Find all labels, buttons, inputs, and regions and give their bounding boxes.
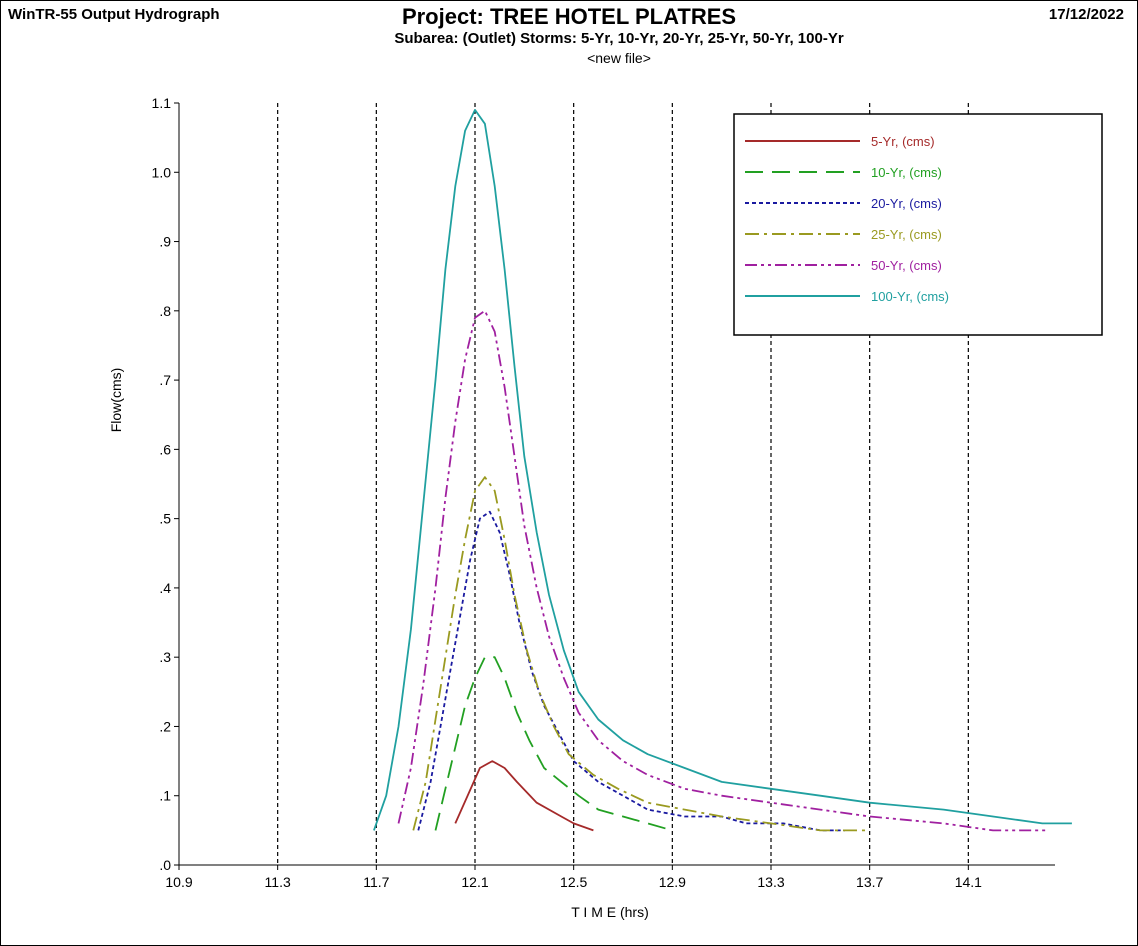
series-layer <box>373 109 1072 832</box>
legend-label: 50-Yr, (cms) <box>871 258 942 273</box>
x-tick-label: 11.7 <box>363 874 389 890</box>
x-tick-label: 10.9 <box>165 874 192 890</box>
x-tick-label: 14.1 <box>955 874 982 890</box>
series-line <box>412 476 870 832</box>
legend-box <box>733 113 1103 336</box>
y-tick-label: 1.0 <box>152 164 172 180</box>
legend-label: 10-Yr, (cms) <box>871 165 942 180</box>
y-tick-label: .7 <box>159 372 171 388</box>
x-axis-label: T I M E (hrs) <box>571 904 649 920</box>
app-title: WinTR-55 Output Hydrograph <box>8 6 220 23</box>
x-tick-label: 13.3 <box>757 874 784 890</box>
series-line <box>373 109 1072 831</box>
legend-label: 5-Yr, (cms) <box>871 134 935 149</box>
y-tick-label: .2 <box>159 718 171 734</box>
y-tick-label: .1 <box>159 788 171 804</box>
x-tick-label: 12.5 <box>560 874 587 890</box>
report-date: 17/12/2022 <box>1048 6 1124 23</box>
axis-ticks: .0 .1 .2 .3 .4 .5 .6 .7 .8 .9 1.0 1.1 10.9 11.3 11.7 12… <box>152 95 983 890</box>
x-tick-label: 13.7 <box>856 874 883 890</box>
chart-subtitle: Subarea: (Outlet) Storms: 5-Yr, 10-Yr, 2… <box>394 30 844 47</box>
project-title: Project: TREE HOTEL PLATRES <box>401 4 737 29</box>
y-tick-label: .0 <box>159 857 171 873</box>
y-tick-label: .6 <box>159 441 171 457</box>
y-axis-label: Flow(cms) <box>108 368 124 433</box>
series-line <box>434 656 673 832</box>
y-tick-label: .4 <box>159 580 171 596</box>
y-tick-label: .5 <box>159 511 171 527</box>
x-tick-label: 12.9 <box>659 874 686 890</box>
y-tick-label: .8 <box>159 303 171 319</box>
legend-label: 100-Yr, (cms) <box>871 289 949 304</box>
y-tick-label: .3 <box>159 649 171 665</box>
legend: 5-Yr, (cms) 10-Yr, (cms) 20-Yr, (cms) 25-Yr… <box>733 113 1103 336</box>
series-line <box>417 510 845 832</box>
file-name: <new file> <box>587 50 651 66</box>
series-line <box>454 760 594 832</box>
legend-label: 25-Yr, (cms) <box>871 227 942 242</box>
x-tick-label: 11.3 <box>265 874 291 890</box>
x-tick-label: 12.1 <box>461 874 488 890</box>
series-line <box>397 309 1048 832</box>
y-tick-label: 1.1 <box>152 95 172 111</box>
y-tick-label: .9 <box>159 234 171 250</box>
legend-label: 20-Yr, (cms) <box>871 196 942 211</box>
